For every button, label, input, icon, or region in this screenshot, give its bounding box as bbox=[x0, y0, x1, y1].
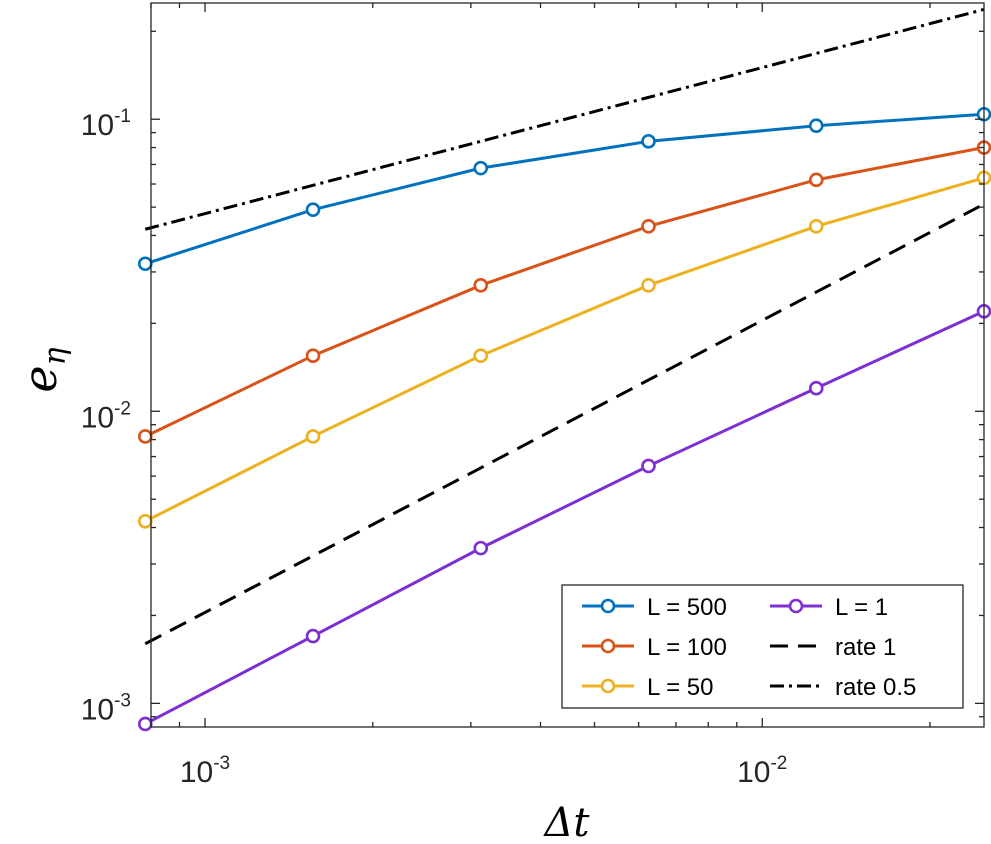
legend-label-rate-1: rate 1 bbox=[835, 634, 896, 661]
series-line-rate-0-5 bbox=[144, 7, 985, 231]
y-tick-label-m2: 10-2 bbox=[81, 398, 131, 434]
data-point-l-1-4 bbox=[808, 380, 824, 396]
legend-label-l-50: L = 50 bbox=[647, 674, 714, 701]
series-line-l-500 bbox=[144, 112, 985, 266]
data-point-l-100-4 bbox=[808, 172, 824, 188]
data-point-l-500-4 bbox=[808, 118, 824, 134]
data-point-l-50-4 bbox=[808, 218, 824, 234]
x-tick-label-m3: 10-3 bbox=[180, 753, 230, 789]
data-point-l-500-2 bbox=[473, 160, 489, 176]
data-point-l-100-1 bbox=[305, 348, 321, 364]
series-line-l-50 bbox=[144, 176, 985, 523]
legend-label-rate-0-5: rate 0.5 bbox=[835, 674, 916, 701]
data-point-l-500-3 bbox=[641, 134, 656, 149]
data-point-l-500-0 bbox=[137, 256, 153, 272]
series-l-50 bbox=[137, 170, 991, 529]
data-point-l-1-2 bbox=[473, 540, 489, 556]
data-point-l-100-0 bbox=[137, 429, 153, 444]
legend-entry-rate-1: rate 1 bbox=[770, 634, 896, 661]
data-point-l-500-1 bbox=[305, 202, 321, 218]
x-tick-label-m2: 10-2 bbox=[737, 753, 787, 789]
y-axis-title-main: e bbox=[13, 365, 67, 392]
svg-text:eη: eη bbox=[13, 347, 73, 392]
y-tick-label-m3: 10-3 bbox=[81, 690, 131, 726]
legend-entry-rate-0-5: rate 0.5 bbox=[770, 674, 916, 701]
legend-entry-l-50: L = 50 bbox=[582, 674, 714, 701]
legend-label-l-1: L = 1 bbox=[835, 594, 888, 621]
data-point-l-1-1 bbox=[305, 628, 321, 644]
legend-marker-l-1 bbox=[788, 598, 804, 614]
data-point-l-50-3 bbox=[641, 278, 656, 293]
series-l-1 bbox=[137, 303, 991, 732]
y-axis-title-sub: η bbox=[38, 347, 73, 365]
y-tick-label-m1: 10-1 bbox=[81, 106, 131, 142]
data-point-l-50-1 bbox=[305, 429, 321, 444]
series-line-l-100 bbox=[144, 146, 985, 438]
axes-frame bbox=[150, 2, 985, 728]
data-point-l-100-2 bbox=[473, 278, 489, 293]
legend-entry-l-100: L = 100 bbox=[582, 634, 727, 661]
data-point-l-50-0 bbox=[137, 514, 153, 529]
legend-label-l-500: L = 500 bbox=[647, 594, 727, 621]
legend-entry-l-500: L = 500 bbox=[582, 594, 727, 621]
tick-label-layer: 10-3 10-2 10-3 10-2 10-1 bbox=[81, 106, 788, 789]
x-axis-title: Δt bbox=[543, 800, 591, 844]
series-l-500 bbox=[137, 106, 991, 272]
legend-label-l-100: L = 100 bbox=[647, 634, 727, 661]
data-point-l-100-3 bbox=[641, 218, 656, 234]
series-line-rate-1 bbox=[144, 202, 985, 646]
series-line-l-1 bbox=[144, 309, 985, 726]
data-point-l-1-3 bbox=[641, 458, 656, 474]
legend-marker-l-500 bbox=[600, 598, 616, 614]
legend-marker-l-100 bbox=[600, 638, 616, 654]
legend: L = 500 L = 1 L = 100 rate 1 L = 50 rate 0.5 bbox=[561, 584, 964, 709]
y-axis-title: eη bbox=[13, 347, 73, 392]
data-point-l-1-0 bbox=[137, 716, 153, 732]
legend-marker-l-50 bbox=[600, 678, 616, 694]
axes-layer bbox=[150, 2, 985, 728]
data-point-l-50-2 bbox=[473, 348, 489, 364]
legend-entry-l-1: L = 1 bbox=[770, 594, 888, 621]
series-rate-1 bbox=[144, 202, 985, 646]
series-layer bbox=[137, 7, 991, 732]
series-rate-0-5 bbox=[144, 7, 985, 231]
